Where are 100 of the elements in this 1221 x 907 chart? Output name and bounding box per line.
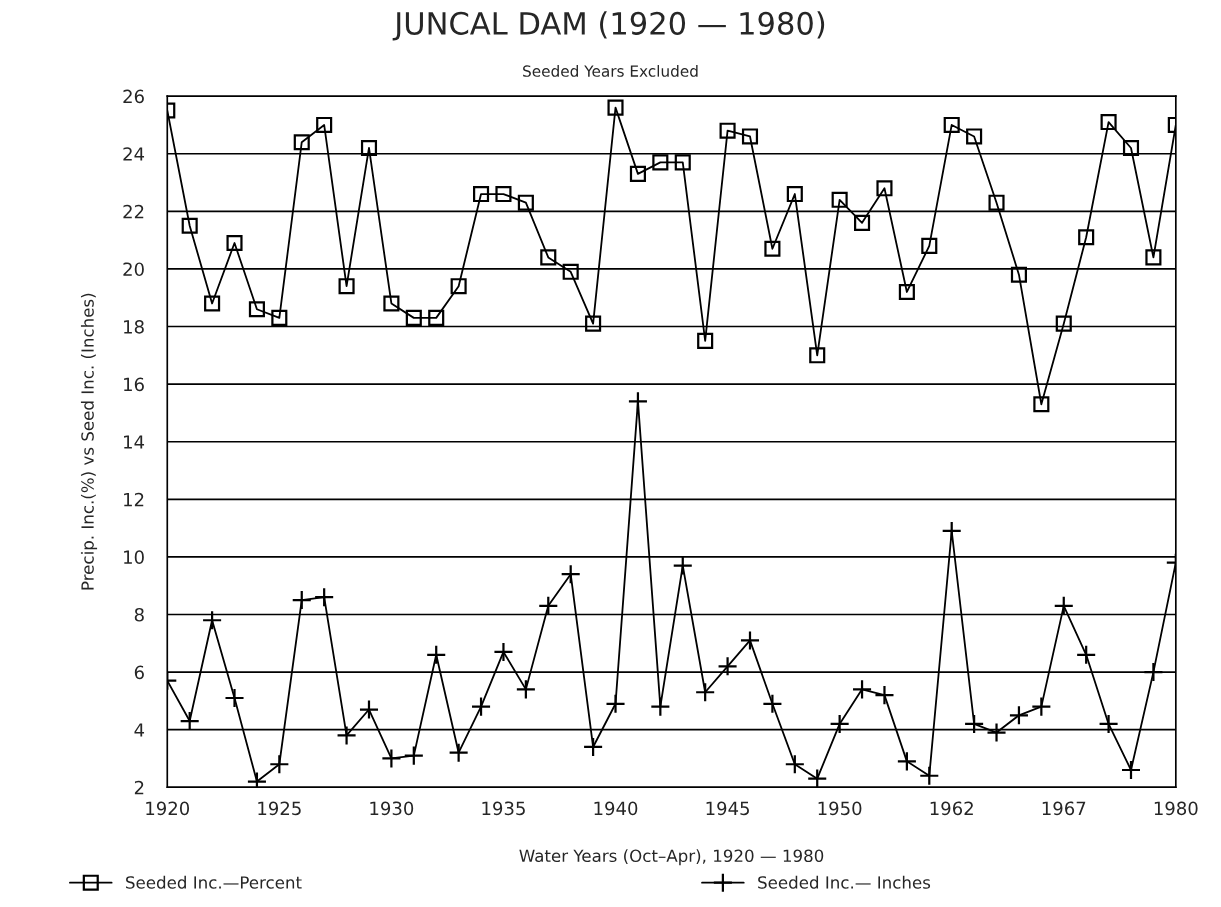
point bbox=[719, 122, 736, 139]
point bbox=[874, 684, 895, 706]
point bbox=[1055, 315, 1072, 332]
point bbox=[607, 99, 624, 116]
y-tick-label: 16 bbox=[124, 377, 144, 392]
point bbox=[807, 768, 828, 788]
point bbox=[605, 693, 626, 714]
point bbox=[697, 332, 714, 349]
y-tick-label: 26 bbox=[123, 89, 144, 104]
point bbox=[786, 186, 803, 203]
x-tick-label: 1967 bbox=[1042, 801, 1086, 816]
point bbox=[381, 748, 402, 769]
point bbox=[1053, 595, 1074, 616]
x-tick-label: 1980 bbox=[1154, 801, 1198, 816]
point bbox=[764, 240, 781, 257]
point bbox=[360, 139, 378, 157]
point bbox=[921, 237, 938, 254]
legend-label: Seeded Inc.—Percent bbox=[126, 875, 302, 889]
point bbox=[493, 641, 514, 663]
x-tick-label: 1925 bbox=[258, 801, 301, 816]
point bbox=[562, 263, 579, 280]
point bbox=[627, 391, 649, 412]
y-tick-label: 20 bbox=[123, 262, 144, 277]
y-axis-title: Precip. Inc.(%) vs Seed Inc. (Inches) bbox=[80, 293, 98, 590]
y-tick-label: 4 bbox=[134, 723, 145, 737]
point bbox=[226, 234, 243, 252]
legend-label: Seeded Inc.— Inches bbox=[758, 875, 931, 889]
x-tick-label: 1920 bbox=[146, 801, 190, 816]
point bbox=[181, 217, 198, 234]
y-tick-label: 2 bbox=[134, 780, 144, 795]
x-tick-label: 1935 bbox=[482, 801, 525, 816]
chart-subtitle: Seeded Years Excluded bbox=[523, 65, 698, 77]
point bbox=[179, 710, 200, 732]
point bbox=[629, 165, 646, 182]
point bbox=[1078, 229, 1095, 246]
point bbox=[582, 736, 604, 758]
point bbox=[246, 771, 268, 788]
point bbox=[1010, 266, 1027, 283]
point bbox=[448, 742, 469, 763]
point bbox=[560, 564, 581, 585]
point bbox=[495, 186, 512, 203]
point bbox=[898, 283, 915, 301]
point bbox=[517, 194, 534, 211]
y-tick-label: 10 bbox=[124, 550, 144, 565]
point bbox=[851, 679, 873, 700]
point bbox=[741, 128, 759, 145]
point bbox=[470, 696, 492, 717]
point bbox=[405, 309, 422, 326]
point bbox=[809, 347, 826, 364]
point bbox=[204, 295, 221, 312]
y-tick-label: 14 bbox=[124, 435, 145, 449]
point bbox=[876, 180, 893, 197]
point bbox=[762, 693, 783, 714]
point bbox=[672, 555, 693, 576]
point bbox=[717, 656, 738, 677]
point bbox=[963, 713, 985, 735]
point bbox=[224, 687, 245, 709]
chart-title: JUNCAL DAM (1920 — 1980) bbox=[392, 11, 825, 41]
point bbox=[358, 699, 380, 720]
point bbox=[941, 520, 962, 542]
point bbox=[986, 722, 1007, 743]
point bbox=[1100, 114, 1117, 131]
point bbox=[316, 116, 333, 133]
point bbox=[314, 587, 335, 608]
point bbox=[1076, 644, 1097, 665]
point bbox=[271, 309, 288, 326]
x-tick-label: 1962 bbox=[930, 801, 973, 816]
point bbox=[426, 644, 447, 665]
point bbox=[538, 595, 559, 616]
point bbox=[428, 309, 445, 326]
point bbox=[831, 191, 848, 208]
x-tick-label: 1930 bbox=[370, 801, 414, 816]
x-tick-label: 1940 bbox=[594, 801, 638, 816]
x-tick-label: 1950 bbox=[818, 801, 862, 816]
point bbox=[515, 679, 537, 700]
point bbox=[829, 713, 850, 735]
point bbox=[336, 725, 357, 746]
point bbox=[383, 295, 400, 312]
point bbox=[966, 128, 983, 145]
point bbox=[585, 315, 602, 332]
point bbox=[919, 765, 940, 786]
point bbox=[540, 249, 557, 266]
point bbox=[291, 589, 312, 611]
point bbox=[650, 696, 671, 717]
point bbox=[472, 186, 490, 203]
point bbox=[784, 754, 805, 775]
point bbox=[854, 214, 871, 231]
y-tick-label: 22 bbox=[123, 204, 144, 219]
point bbox=[1120, 759, 1142, 781]
x-axis-title: Water Years (Oct–Apr), 1920 — 1980 bbox=[519, 849, 824, 866]
point bbox=[201, 610, 223, 631]
point bbox=[450, 278, 467, 295]
point bbox=[1098, 713, 1119, 735]
y-tick-label: 24 bbox=[123, 147, 145, 161]
point bbox=[1033, 396, 1050, 413]
y-tick-label: 12 bbox=[124, 492, 144, 507]
point bbox=[403, 745, 424, 766]
point bbox=[248, 301, 265, 318]
y-tick-label: 18 bbox=[124, 319, 144, 334]
point bbox=[1145, 249, 1162, 266]
